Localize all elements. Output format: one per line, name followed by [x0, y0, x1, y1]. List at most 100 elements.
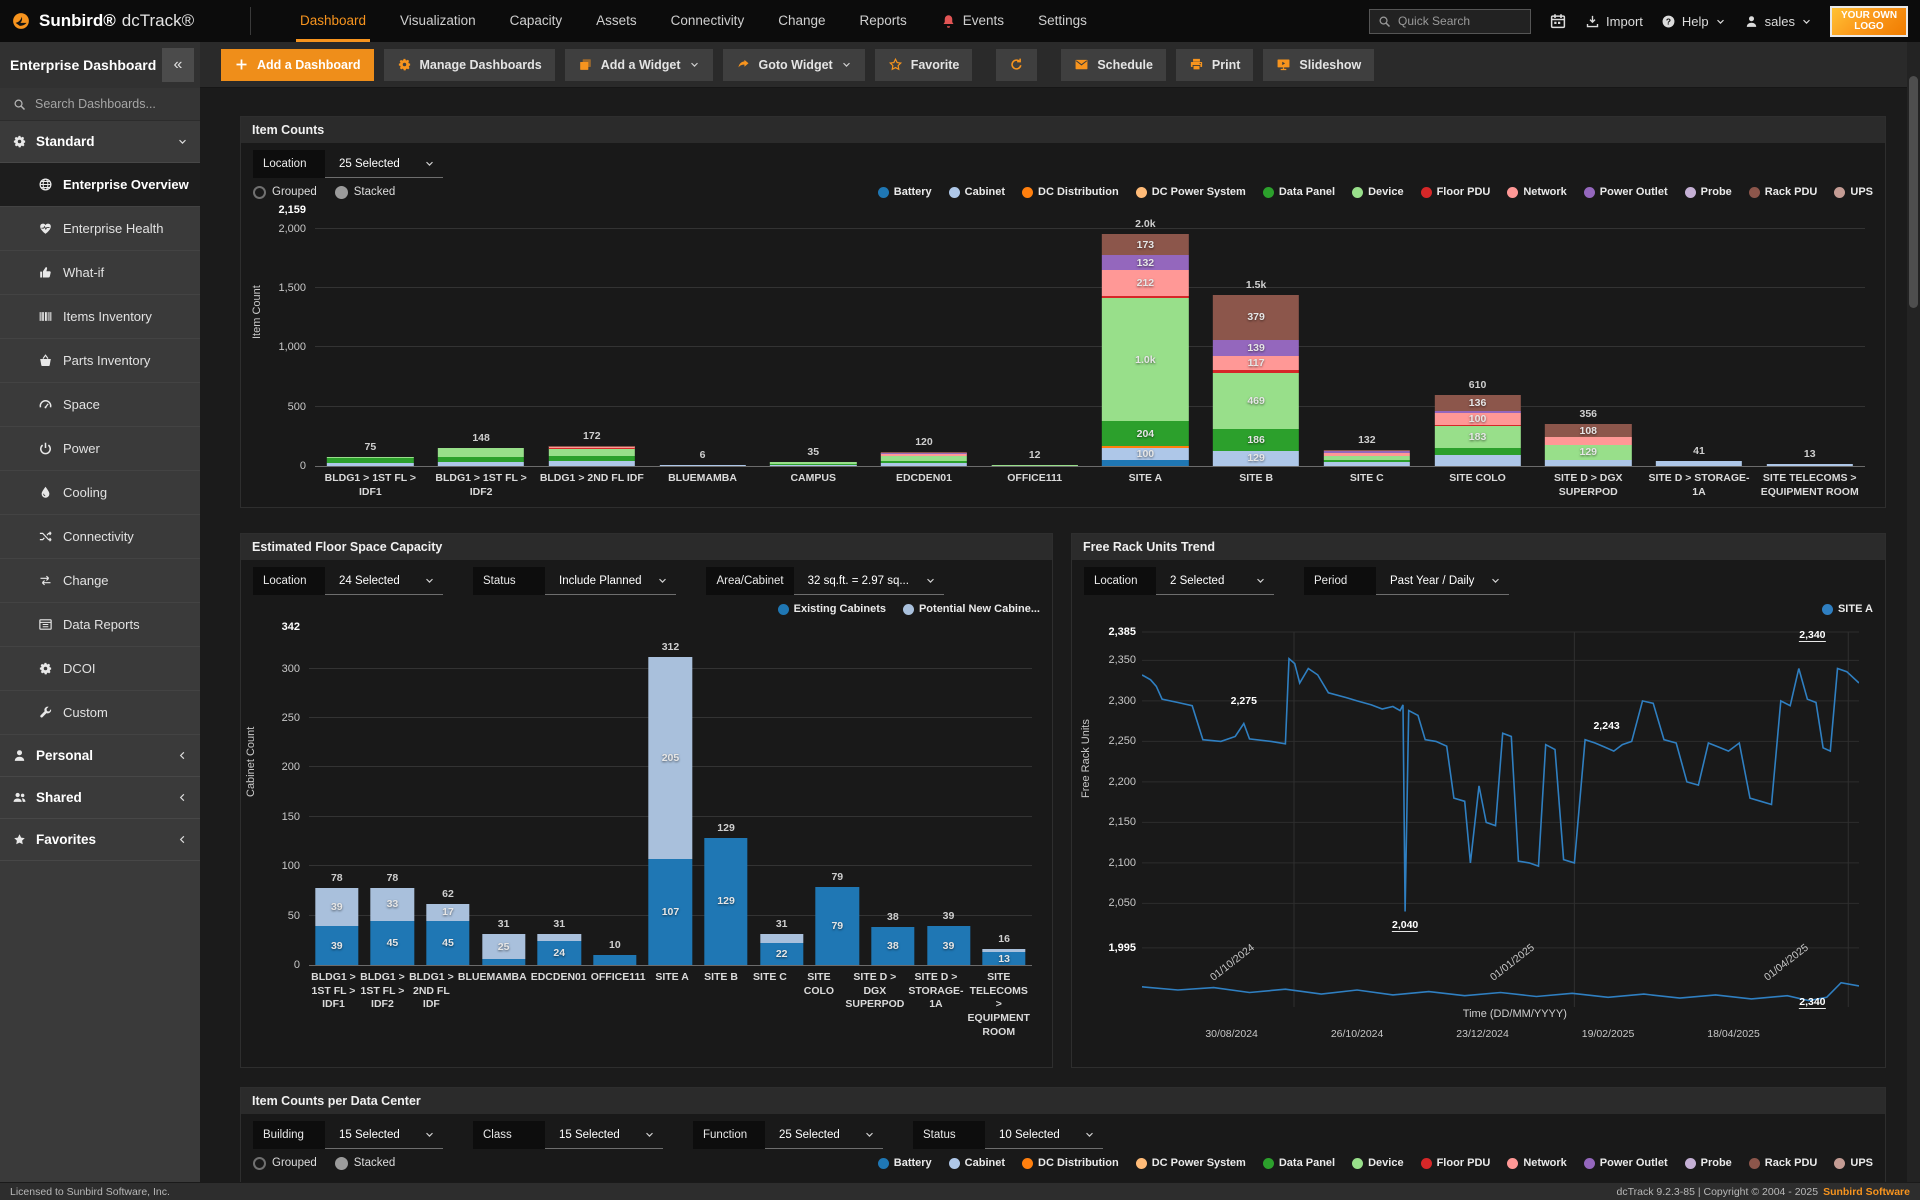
nav-change[interactable]: Change [761, 0, 842, 42]
sidebar-item-what-if[interactable]: What-if [0, 251, 200, 295]
sidebar-search[interactable] [0, 88, 200, 121]
radio-grouped[interactable]: Grouped [253, 1156, 317, 1170]
help-button[interactable]: ? Help [1661, 14, 1726, 29]
legend-dot [1684, 186, 1696, 198]
radio-circle[interactable] [334, 1156, 348, 1170]
stacked-bar[interactable]: 183 100 136 [1434, 395, 1521, 466]
manage-dashboards-button[interactable]: Manage Dashboards [383, 48, 555, 81]
sidebar-item-custom[interactable]: Custom [0, 691, 200, 735]
nav-connectivity[interactable]: Connectivity [654, 0, 762, 42]
print-button[interactable]: Print [1175, 48, 1254, 81]
stacked-bar[interactable] [1655, 461, 1743, 466]
import-button[interactable]: Import [1585, 14, 1643, 29]
sidebar-collapse-button[interactable]: « [162, 48, 194, 82]
stacked-bar[interactable]: 22 [759, 934, 804, 965]
legend-label: Data Panel [1278, 186, 1336, 198]
stacked-bar[interactable]: 100 204 1.0k 212 132 173 [1102, 234, 1189, 466]
radio-circle[interactable] [253, 1156, 266, 1170]
stacked-bar[interactable]: 129 [704, 837, 748, 965]
stacked-bar[interactable]: 39 39 [315, 887, 359, 965]
sidebar-section-shared[interactable]: Shared [0, 777, 200, 819]
sidebar-item-items-inventory[interactable]: Items Inventory [0, 295, 200, 339]
quick-search[interactable] [1369, 8, 1532, 34]
stacked-bar[interactable] [770, 461, 857, 466]
nav-reports[interactable]: Reports [843, 0, 924, 42]
stacked-bar[interactable]: 129 108 [1545, 424, 1632, 466]
stacked-bar[interactable]: 39 [926, 926, 971, 965]
sidebar-section-personal[interactable]: Personal [0, 735, 200, 777]
stacked-bar[interactable]: 45 17 [426, 903, 470, 965]
stacked-bar[interactable]: 13 [982, 949, 1026, 965]
user-menu[interactable]: sales [1744, 14, 1812, 29]
sidebar-search-input[interactable] [35, 97, 188, 111]
stacked-bar[interactable] [593, 955, 637, 965]
filter-value-dropdown[interactable]: 15 Selected [325, 1121, 443, 1149]
goto-widget-button[interactable]: Goto Widget [722, 48, 865, 81]
schedule-button[interactable]: Schedule [1061, 48, 1166, 81]
slideshow-button[interactable]: Slideshow [1263, 48, 1375, 81]
stacked-bar[interactable]: 107 205 [648, 656, 693, 965]
sidebar-item-data-reports[interactable]: Data Reports [0, 603, 200, 647]
filter-value-dropdown[interactable]: Past Year / Daily [1376, 567, 1510, 595]
stacked-bar[interactable]: 45 33 [370, 887, 415, 965]
brand[interactable]: Sunbird® dcTrack® [12, 11, 250, 31]
filter-value-dropdown[interactable]: 2 Selected [1156, 567, 1274, 595]
scrollbar-thumb[interactable] [1909, 76, 1918, 308]
stacked-bar[interactable] [548, 445, 635, 466]
stacked-bar[interactable] [880, 451, 968, 466]
stacked-bar[interactable] [437, 448, 525, 466]
nav-assets[interactable]: Assets [579, 0, 654, 42]
stacked-bar[interactable] [327, 457, 414, 466]
stacked-bar[interactable]: 38 [871, 927, 915, 965]
stacked-bar[interactable] [1766, 464, 1853, 466]
sidebar-item-cooling[interactable]: Cooling [0, 471, 200, 515]
license-text: Licensed to Sunbird Software, Inc. [10, 1185, 170, 1198]
goto-icon [736, 57, 751, 72]
sidebar-item-parts-inventory[interactable]: Parts Inventory [0, 339, 200, 383]
nav-capacity[interactable]: Capacity [493, 0, 580, 42]
bar-total-label: 31 [553, 918, 566, 931]
stacked-bar[interactable] [991, 464, 1078, 466]
favorite-button[interactable]: Favorite [874, 48, 973, 81]
sidebar-item-enterprise-health[interactable]: Enterprise Health [0, 207, 200, 251]
radio-stacked[interactable]: Stacked [334, 185, 395, 199]
sidebar-item-enterprise-overview[interactable]: Enterprise Overview [0, 163, 200, 207]
filter-value-dropdown[interactable]: 25 Selected [325, 150, 443, 178]
radio-stacked[interactable]: Stacked [334, 1156, 395, 1170]
calendar-button[interactable] [1549, 12, 1567, 30]
nav-dashboard[interactable]: Dashboard [283, 0, 383, 42]
sidebar-item-dcoi[interactable]: DCOI [0, 647, 200, 691]
sidebar-section-standard[interactable]: Standard [0, 121, 200, 163]
add-widget-button[interactable]: Add a Widget [564, 48, 713, 81]
filter-value-dropdown[interactable]: 32 sq.ft. = 2.97 sq... [793, 567, 944, 595]
sidebar-section-favorites[interactable]: Favorites [0, 819, 200, 861]
radio-circle[interactable] [253, 185, 266, 199]
filter-value-dropdown[interactable]: 25 Selected [765, 1121, 883, 1149]
stacked-bar[interactable] [659, 465, 746, 466]
vertical-scrollbar[interactable] [1907, 42, 1920, 1182]
refresh-button[interactable] [996, 48, 1038, 81]
nav-events[interactable]: Events [924, 0, 1021, 42]
your-own-logo-badge[interactable]: YOUR OWN LOGO [1830, 5, 1908, 37]
sunbird-software-link[interactable]: Sunbird Software [1823, 1185, 1910, 1198]
sidebar-item-connectivity[interactable]: Connectivity [0, 515, 200, 559]
filter-value-dropdown[interactable]: 24 Selected [325, 567, 443, 595]
add-dashboard-button[interactable]: Add a Dashboard [221, 48, 374, 81]
sidebar-item-space[interactable]: Space [0, 383, 200, 427]
nav-visualization[interactable]: Visualization [383, 0, 493, 42]
filter-value-dropdown[interactable]: 15 Selected [545, 1121, 663, 1149]
quick-search-input[interactable] [1398, 14, 1524, 28]
radio-grouped[interactable]: Grouped [253, 185, 317, 199]
stacked-bar[interactable]: 25 [481, 934, 526, 965]
sidebar-item-power[interactable]: Power [0, 427, 200, 471]
filter-value-dropdown[interactable]: 10 Selected [985, 1121, 1103, 1149]
nav-settings[interactable]: Settings [1021, 0, 1104, 42]
sidebar-item-change[interactable]: Change [0, 559, 200, 603]
stacked-bar[interactable] [1323, 450, 1411, 466]
filter-value-dropdown[interactable]: Include Planned [545, 567, 677, 595]
segment-value-label: 129 [1579, 446, 1598, 459]
stacked-bar[interactable]: 24 [537, 934, 581, 965]
stacked-bar[interactable]: 129 186 469 117 139 379 [1212, 294, 1300, 466]
stacked-bar[interactable]: 79 [815, 886, 859, 965]
radio-circle[interactable] [334, 185, 348, 199]
